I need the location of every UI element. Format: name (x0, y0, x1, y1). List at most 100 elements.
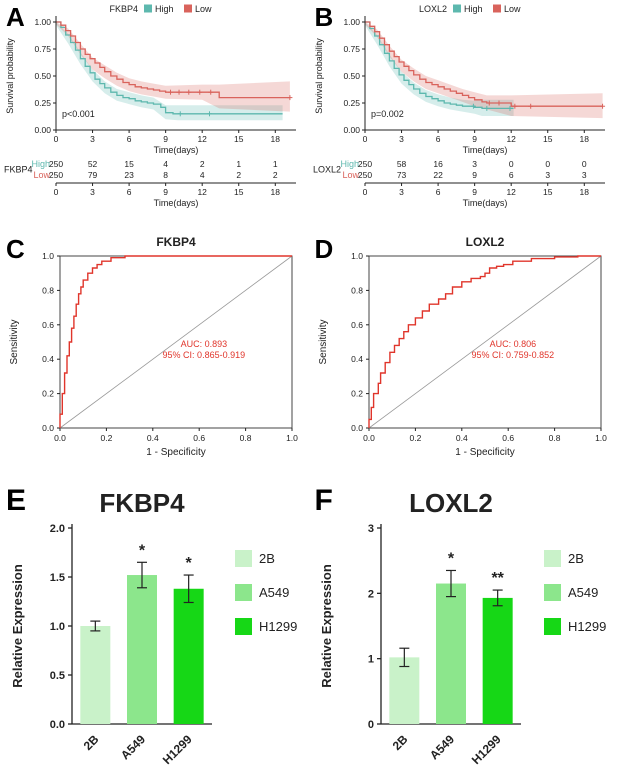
panel-letter-d: D (314, 234, 334, 264)
svg-text:4: 4 (200, 170, 205, 180)
svg-text:3: 3 (399, 187, 404, 197)
svg-text:1.0: 1.0 (351, 251, 363, 261)
svg-text:8: 8 (164, 170, 169, 180)
svg-text:1: 1 (273, 159, 278, 169)
svg-text:0.4: 0.4 (42, 354, 54, 364)
km-chart-loxl2: LOXL2 High Low 0 3 6 9 12 15 18 Time(days) 0.00 0.25… (309, 0, 617, 232)
panel-c: C FKBP4 0.0 0.0 0.2 0.2 0.4 0.4 0.6 0.6 0.8 0.8 1.0… (0, 232, 309, 480)
svg-text:FKBP4: FKBP4 (100, 488, 186, 518)
svg-text:A549: A549 (568, 585, 598, 600)
svg-text:Time(days): Time(days) (154, 198, 199, 208)
svg-text:12: 12 (198, 187, 208, 197)
svg-text:9: 9 (472, 187, 477, 197)
svg-text:*: * (186, 555, 193, 572)
svg-text:Low: Low (195, 4, 212, 14)
svg-text:3: 3 (90, 134, 95, 144)
svg-text:3: 3 (472, 159, 477, 169)
bar-chart-loxl2: LOXL2 0 1 2 3 Relative Expression 2B * A549 ** H12… (309, 480, 617, 784)
svg-text:250: 250 (358, 170, 372, 180)
svg-text:0: 0 (54, 187, 59, 197)
svg-text:LOXL2: LOXL2 (409, 488, 493, 518)
svg-text:0.5: 0.5 (50, 670, 65, 682)
svg-text:250: 250 (49, 159, 63, 169)
svg-text:2B: 2B (81, 732, 102, 753)
svg-text:0.6: 0.6 (502, 433, 514, 443)
svg-text:18: 18 (271, 134, 281, 144)
svg-text:0.25: 0.25 (35, 98, 52, 108)
svg-text:6: 6 (509, 170, 514, 180)
svg-text:1.00: 1.00 (343, 17, 360, 27)
svg-text:0.50: 0.50 (343, 71, 360, 81)
svg-text:0.0: 0.0 (363, 433, 375, 443)
svg-text:0: 0 (509, 159, 514, 169)
svg-text:Low: Low (34, 170, 51, 180)
svg-text:0.6: 0.6 (42, 320, 54, 330)
svg-text:15: 15 (543, 187, 553, 197)
svg-text:0.6: 0.6 (351, 320, 363, 330)
svg-text:AUC: 0.806: AUC: 0.806 (489, 339, 536, 349)
svg-text:6: 6 (435, 187, 440, 197)
svg-text:12: 12 (506, 187, 516, 197)
svg-text:0.0: 0.0 (351, 423, 363, 433)
svg-text:Time(days): Time(days) (462, 145, 507, 155)
svg-text:0: 0 (582, 159, 587, 169)
svg-text:250: 250 (358, 159, 372, 169)
svg-text:0.75: 0.75 (35, 44, 52, 54)
roc-chart-fkbp4: FKBP4 0.0 0.0 0.2 0.2 0.4 0.4 0.6 0.6 0.8 0.8 1.0 1.… (0, 232, 309, 480)
svg-text:9: 9 (164, 187, 169, 197)
svg-text:High: High (32, 159, 51, 169)
svg-text:18: 18 (579, 134, 589, 144)
svg-text:Relative Expression: Relative Expression (319, 564, 334, 688)
panel-letter-b: B (314, 2, 334, 32)
svg-text:0.2: 0.2 (351, 389, 363, 399)
svg-text:*: * (139, 542, 146, 559)
svg-text:1.00: 1.00 (35, 17, 52, 27)
svg-text:0.75: 0.75 (343, 44, 360, 54)
svg-text:0.00: 0.00 (343, 125, 360, 135)
svg-text:250: 250 (49, 170, 63, 180)
panel-letter-f: F (314, 484, 333, 517)
panel-letter-a: A (6, 2, 25, 32)
svg-text:15: 15 (125, 159, 135, 169)
svg-text:0.8: 0.8 (548, 433, 560, 443)
svg-text:3: 3 (90, 187, 95, 197)
svg-text:3: 3 (545, 170, 550, 180)
svg-text:0: 0 (545, 159, 550, 169)
svg-text:0: 0 (368, 719, 374, 731)
svg-text:H1299: H1299 (469, 732, 504, 767)
km-chart-fkbp4: FKBP4 High Low 0 3 6 9 12 15 18 Time(days) 0.00 0.25… (0, 0, 309, 232)
svg-text:FKBP4: FKBP4 (157, 235, 197, 249)
panel-letter-e: E (6, 484, 27, 517)
svg-text:Low: Low (504, 4, 521, 14)
svg-text:73: 73 (397, 170, 407, 180)
svg-text:Time(days): Time(days) (462, 198, 507, 208)
svg-text:H1299: H1299 (568, 619, 606, 634)
svg-text:High: High (464, 4, 483, 14)
svg-text:0.0: 0.0 (50, 719, 65, 731)
svg-text:A549: A549 (427, 732, 457, 762)
svg-text:2: 2 (237, 170, 242, 180)
svg-text:FKBP4: FKBP4 (4, 165, 33, 175)
svg-text:0.8: 0.8 (240, 433, 252, 443)
svg-text:1.0: 1.0 (42, 251, 54, 261)
panel-a: A FKBP4 High Low 0 3 6 9 12 15 18 Time(days) 0.00 0.… (0, 0, 309, 232)
svg-text:23: 23 (125, 170, 135, 180)
svg-text:0.6: 0.6 (194, 433, 206, 443)
svg-text:0.0: 0.0 (42, 423, 54, 433)
svg-text:79: 79 (88, 170, 98, 180)
svg-text:Time(days): Time(days) (154, 145, 199, 155)
svg-text:22: 22 (433, 170, 443, 180)
svg-text:Survival probability: Survival probability (314, 38, 324, 114)
svg-text:0.25: 0.25 (343, 98, 360, 108)
svg-text:6: 6 (127, 134, 132, 144)
svg-text:1.0: 1.0 (50, 621, 65, 633)
panel-d: D LOXL2 0.0 0.0 0.2 0.2 0.4 0.4 0.6 0.6 0.8 0.8 1.0… (309, 232, 617, 480)
svg-text:0.2: 0.2 (101, 433, 113, 443)
svg-text:H1299: H1299 (259, 619, 297, 634)
panel-f: F LOXL2 0 1 2 3 Relative Expression 2B * A549 ** H… (309, 480, 617, 784)
svg-text:1.0: 1.0 (286, 433, 298, 443)
svg-text:52: 52 (88, 159, 98, 169)
svg-text:6: 6 (435, 134, 440, 144)
svg-text:3: 3 (582, 170, 587, 180)
